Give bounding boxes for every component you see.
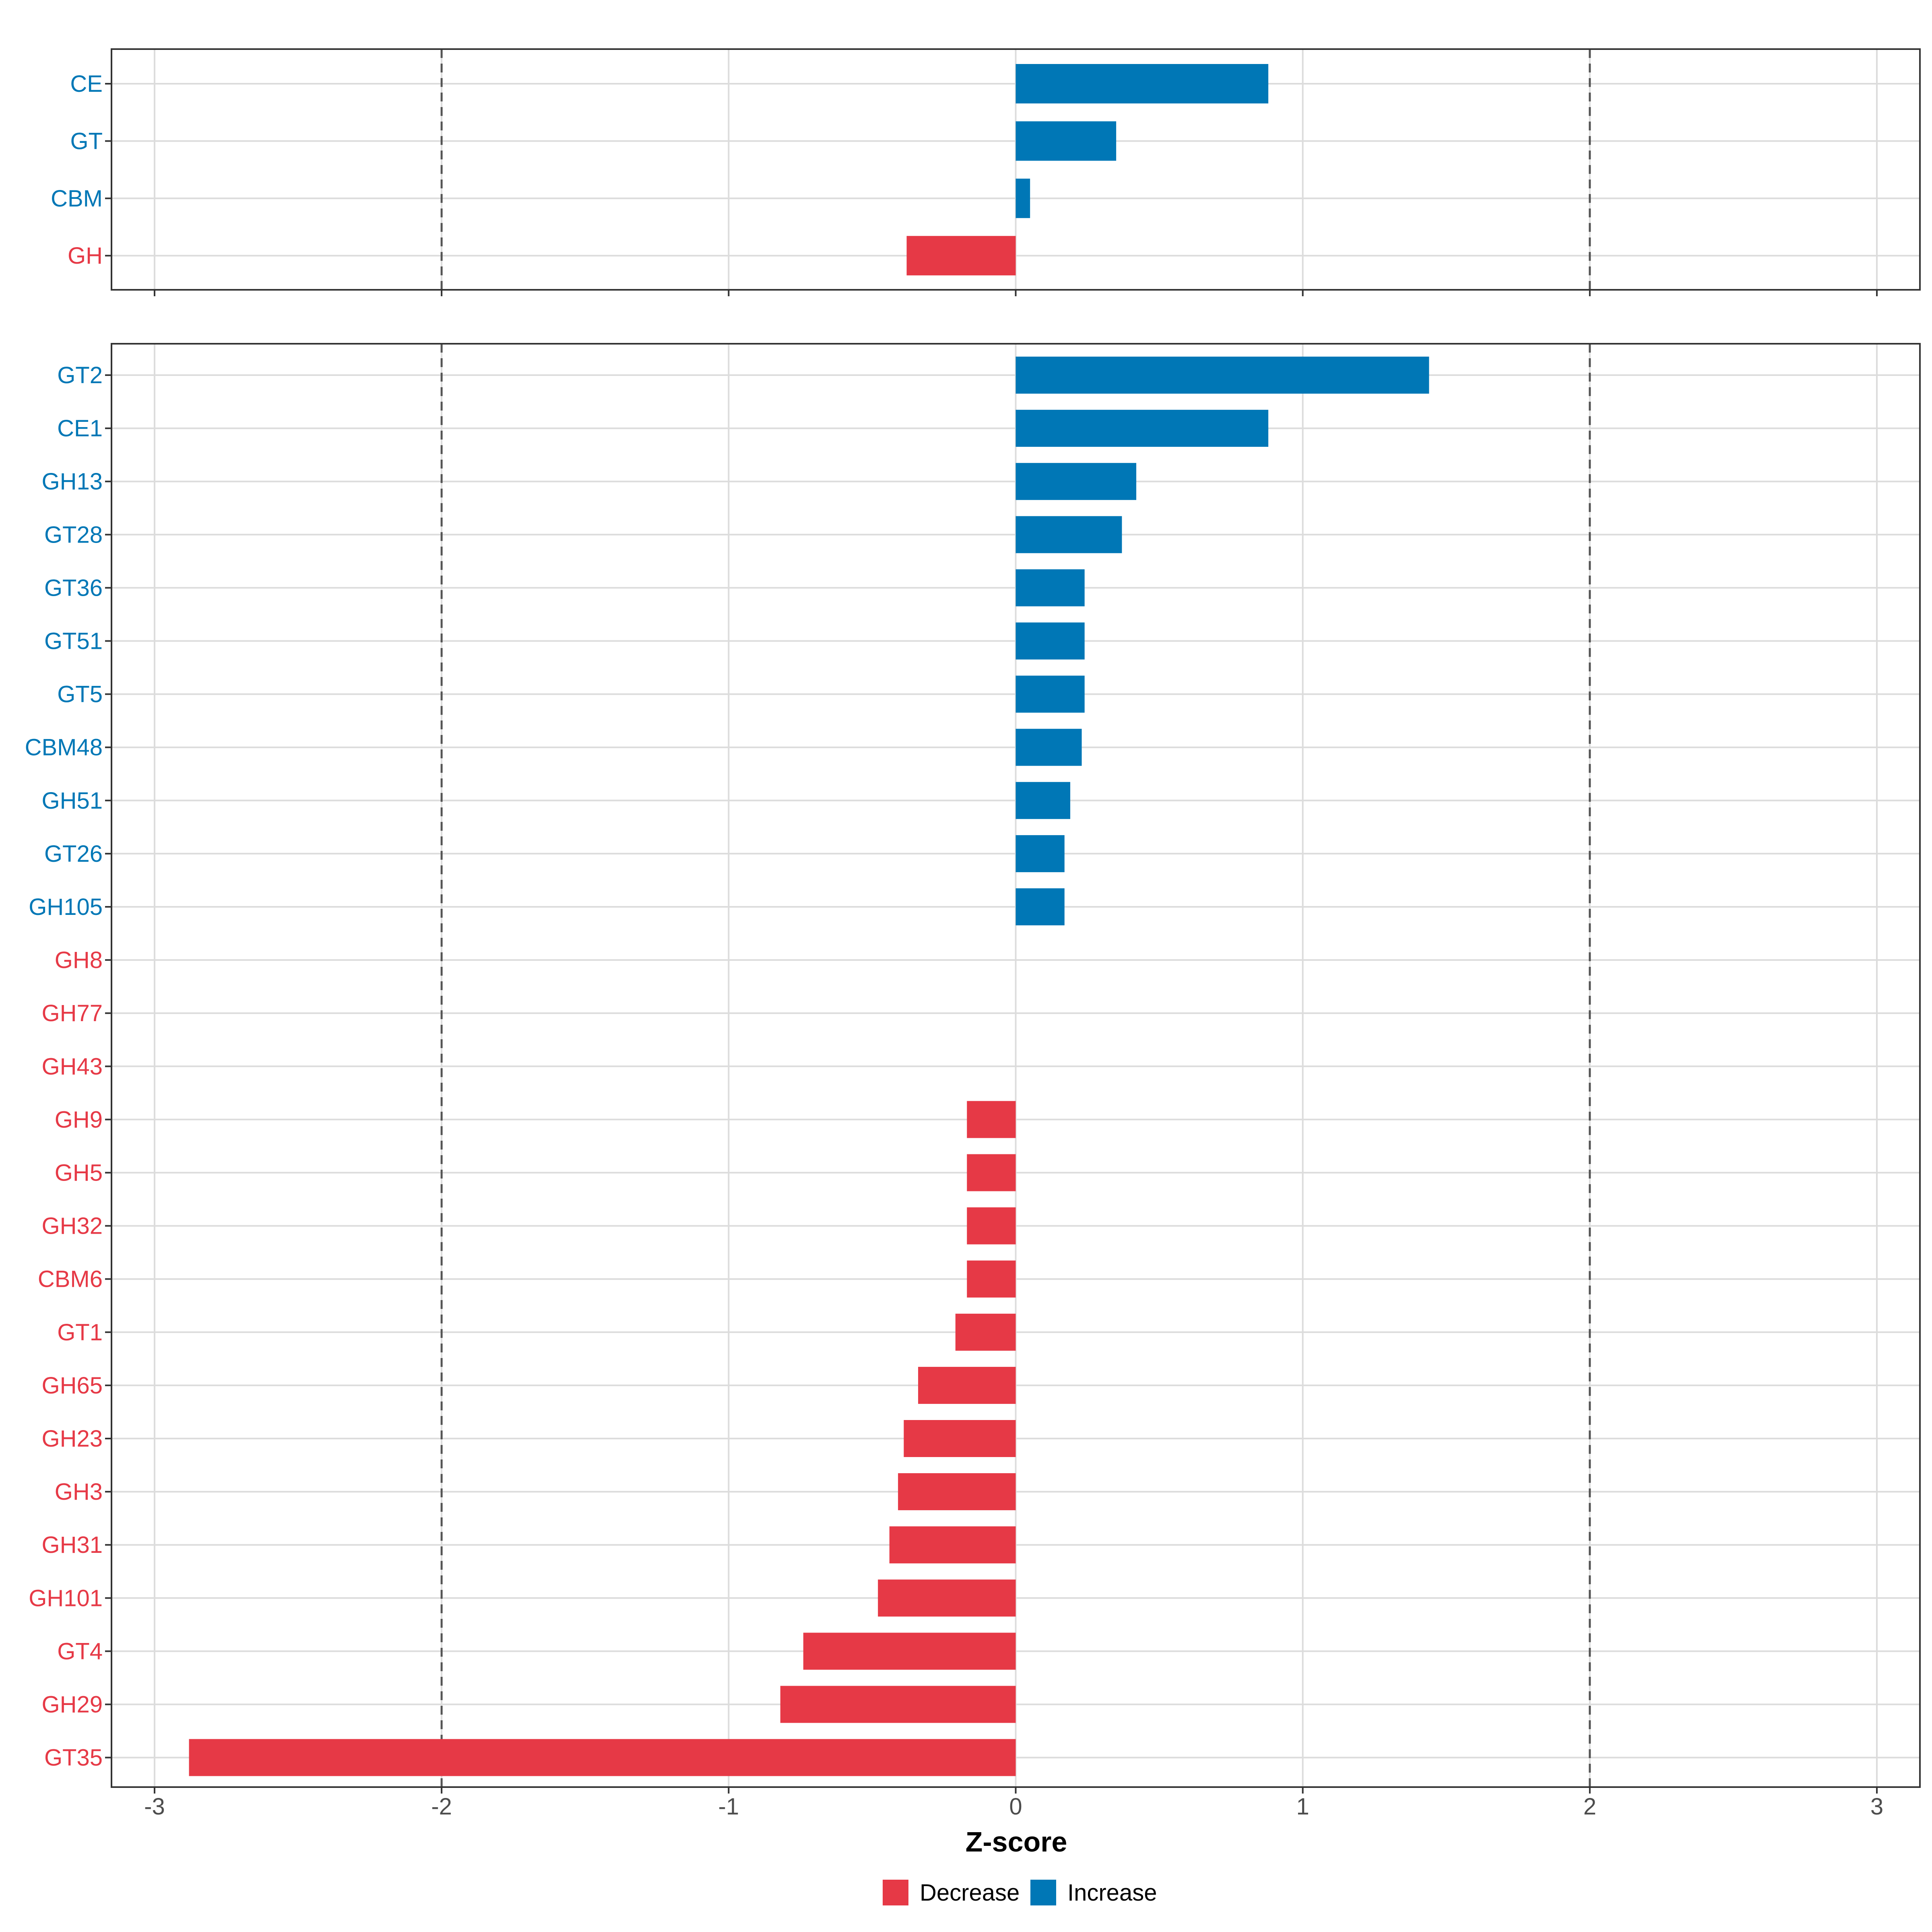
category-label: GT2 bbox=[57, 362, 103, 388]
bar-gh101 bbox=[878, 1579, 1016, 1617]
bar-gh65 bbox=[918, 1366, 1016, 1404]
category-label: GT28 bbox=[44, 522, 103, 548]
legend-key-increase bbox=[1030, 1880, 1056, 1905]
bar-cbm bbox=[1016, 178, 1030, 218]
category-label: GH13 bbox=[41, 469, 103, 495]
bottom-panel: GT2 CE1 GH13 GT28 GT36 GT51 GT5 CBM48 GH51 GT26 GH… bbox=[25, 343, 1921, 1794]
category-label: CE1 bbox=[57, 415, 103, 442]
legend: Decrease Increase bbox=[883, 1880, 1157, 1906]
category-label: GH43 bbox=[41, 1053, 103, 1080]
bar-gh31 bbox=[889, 1526, 1016, 1564]
bar-cbm48 bbox=[1016, 729, 1082, 766]
x-tick-label: 2 bbox=[1583, 1794, 1596, 1820]
bar-ce bbox=[1016, 64, 1269, 103]
category-label: GT4 bbox=[57, 1638, 103, 1664]
category-label: GT26 bbox=[44, 841, 103, 867]
bar-gh51 bbox=[1016, 782, 1071, 819]
bar-gt bbox=[1016, 121, 1117, 161]
category-label: CBM48 bbox=[25, 735, 103, 761]
category-label: GH77 bbox=[41, 1000, 103, 1026]
category-label: GH5 bbox=[55, 1160, 103, 1186]
bar-gt28 bbox=[1016, 516, 1122, 553]
x-tick-label: 1 bbox=[1296, 1794, 1309, 1820]
category-label: GT36 bbox=[44, 575, 103, 601]
bar-gh5 bbox=[967, 1154, 1016, 1191]
category-label: GH105 bbox=[29, 894, 103, 920]
bar-gh13 bbox=[1016, 463, 1137, 500]
bar-gh23 bbox=[904, 1420, 1016, 1457]
x-tick-label: -3 bbox=[144, 1794, 165, 1820]
bar-gh29 bbox=[780, 1686, 1016, 1723]
category-label: GH31 bbox=[41, 1532, 103, 1558]
top-panel: CE GT CBM GH bbox=[51, 48, 1921, 296]
category-label: GT35 bbox=[44, 1745, 103, 1771]
x-axis-title: Z-score bbox=[966, 1826, 1067, 1858]
x-tick-label: 0 bbox=[1009, 1794, 1022, 1820]
x-tick-label: -2 bbox=[431, 1794, 452, 1820]
x-tick-label: -1 bbox=[718, 1794, 739, 1820]
category-label: GH65 bbox=[41, 1373, 103, 1399]
legend-label-increase: Increase bbox=[1067, 1880, 1157, 1906]
bar-gt26 bbox=[1016, 835, 1065, 872]
legend-key-decrease bbox=[883, 1880, 908, 1905]
x-axis: -3 -2 -1 0 1 2 3 bbox=[144, 1794, 1883, 1820]
bar-gt35 bbox=[189, 1739, 1016, 1776]
category-label: GH29 bbox=[41, 1692, 103, 1718]
category-label: GH32 bbox=[41, 1213, 103, 1239]
bar-gt1 bbox=[955, 1313, 1016, 1351]
category-label: GH3 bbox=[55, 1479, 103, 1505]
bar-gt36 bbox=[1016, 569, 1085, 607]
category-label: CBM bbox=[51, 186, 103, 212]
category-label: GT51 bbox=[44, 628, 103, 654]
bar-gt51 bbox=[1016, 622, 1085, 660]
bar-gh105 bbox=[1016, 888, 1065, 925]
x-tick-label: 3 bbox=[1870, 1794, 1883, 1820]
category-label: CE bbox=[70, 71, 103, 97]
category-label: GH51 bbox=[41, 788, 103, 814]
category-label: GH bbox=[68, 243, 103, 269]
category-label: CBM6 bbox=[38, 1266, 103, 1292]
bar-gh bbox=[906, 236, 1016, 276]
legend-label-decrease: Decrease bbox=[920, 1880, 1020, 1906]
category-label: GT5 bbox=[57, 681, 103, 708]
bar-gh32 bbox=[967, 1207, 1016, 1245]
bar-gh3 bbox=[898, 1473, 1016, 1511]
bar-gh9 bbox=[967, 1101, 1016, 1138]
category-label: GH101 bbox=[29, 1585, 103, 1611]
bar-gt2 bbox=[1016, 357, 1429, 394]
bar-gt4 bbox=[803, 1633, 1016, 1670]
category-label: GT1 bbox=[57, 1319, 103, 1346]
category-label: GH8 bbox=[55, 947, 103, 973]
category-label: GH23 bbox=[41, 1426, 103, 1452]
bar-cbm6 bbox=[967, 1260, 1016, 1298]
bar-ce1 bbox=[1016, 410, 1269, 447]
category-label: GT bbox=[70, 128, 103, 154]
category-label: GH9 bbox=[55, 1106, 103, 1133]
bar-gt5 bbox=[1016, 675, 1085, 713]
